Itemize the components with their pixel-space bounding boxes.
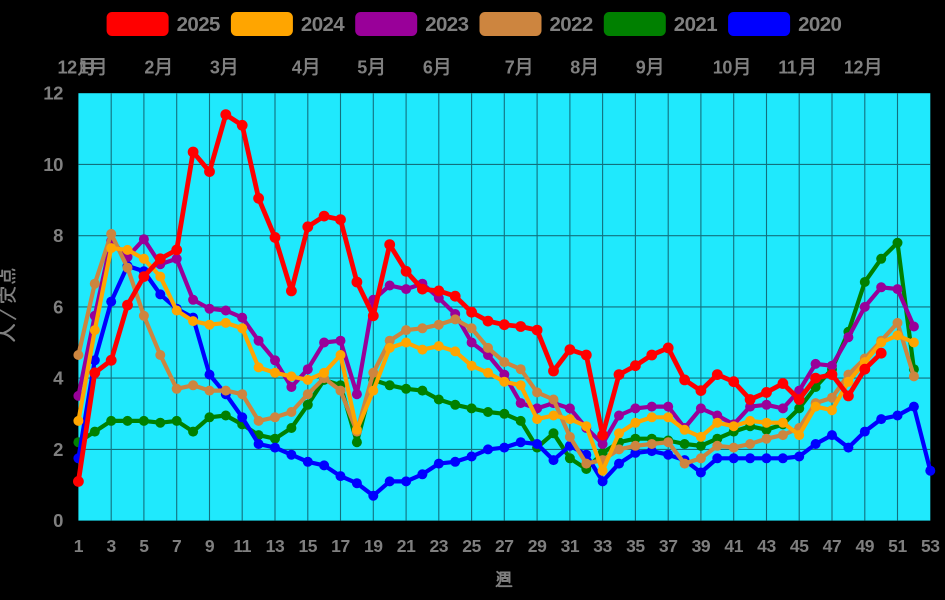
svg-text:25: 25	[462, 536, 481, 556]
svg-text:2020: 2020	[798, 13, 841, 36]
svg-text:3: 3	[210, 58, 220, 78]
svg-text:13: 13	[266, 536, 285, 556]
svg-text:49: 49	[855, 536, 874, 556]
svg-text:8: 8	[53, 225, 63, 246]
svg-text:29: 29	[528, 536, 547, 556]
svg-text:1: 1	[74, 536, 84, 556]
svg-text:2022: 2022	[550, 13, 593, 36]
svg-text:12: 12	[844, 58, 864, 78]
svg-text:2024: 2024	[301, 13, 345, 36]
svg-text:35: 35	[626, 536, 645, 556]
svg-text:6: 6	[53, 296, 63, 317]
svg-text:19: 19	[364, 536, 383, 556]
svg-text:2: 2	[144, 58, 154, 78]
svg-text:39: 39	[692, 536, 711, 556]
svg-text:9: 9	[636, 58, 646, 78]
svg-text:1: 1	[79, 58, 89, 78]
svg-text:51: 51	[888, 536, 907, 556]
svg-text:8: 8	[570, 58, 580, 78]
svg-text:12: 12	[58, 58, 78, 78]
svg-text:21: 21	[397, 536, 416, 556]
svg-text:23: 23	[429, 536, 448, 556]
svg-text:2021: 2021	[674, 13, 717, 36]
svg-text:7: 7	[505, 58, 515, 78]
svg-text:17: 17	[331, 536, 350, 556]
svg-text:33: 33	[593, 536, 612, 556]
svg-text:2025: 2025	[177, 13, 220, 36]
svg-text:47: 47	[823, 536, 842, 556]
svg-text:4: 4	[53, 368, 64, 389]
svg-text:4: 4	[292, 58, 302, 78]
svg-text:2: 2	[53, 439, 63, 460]
svg-text:9: 9	[205, 536, 215, 556]
svg-text:11: 11	[778, 58, 797, 78]
svg-text:2023: 2023	[425, 13, 468, 36]
svg-text:10: 10	[713, 58, 733, 78]
svg-text:5: 5	[357, 58, 367, 78]
svg-text:15: 15	[298, 536, 317, 556]
svg-text:3: 3	[107, 536, 117, 556]
svg-text:45: 45	[790, 536, 809, 556]
svg-text:0: 0	[53, 510, 63, 531]
svg-text:27: 27	[495, 536, 514, 556]
svg-text:6: 6	[423, 58, 433, 78]
svg-text:53: 53	[921, 536, 940, 556]
svg-text:10: 10	[43, 154, 63, 175]
svg-text:12: 12	[43, 83, 63, 104]
svg-text:5: 5	[139, 536, 149, 556]
svg-text:31: 31	[561, 536, 580, 556]
svg-text:11: 11	[233, 536, 251, 556]
svg-text:41: 41	[724, 536, 743, 556]
svg-text:37: 37	[659, 536, 678, 556]
svg-text:43: 43	[757, 536, 776, 556]
svg-text:7: 7	[172, 536, 181, 556]
